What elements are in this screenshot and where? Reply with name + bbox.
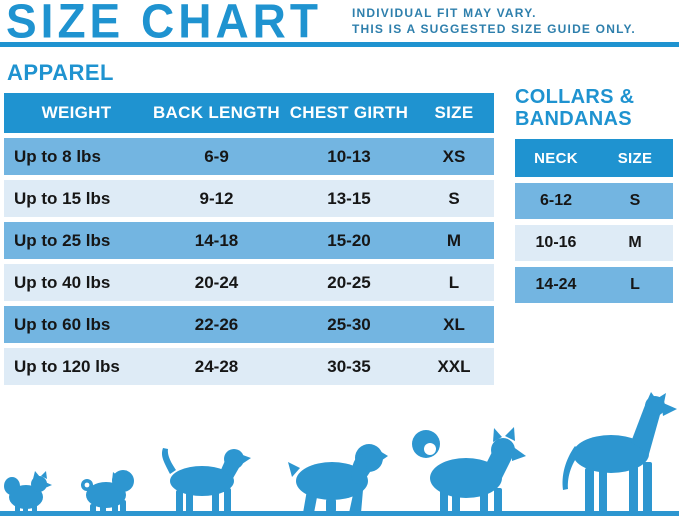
table-row: Up to 25 lbs 14-18 15-20 M xyxy=(4,222,494,259)
cell-chest-girth: 15-20 xyxy=(327,230,371,250)
table-row: 14-24 L xyxy=(515,267,673,303)
table-row: 10-16 M xyxy=(515,225,673,261)
cell-size: XS xyxy=(442,146,466,166)
table-row: Up to 15 lbs 9-12 13-15 S xyxy=(4,180,494,217)
dog-silhouette-cocker-spaniel-icon xyxy=(274,436,388,514)
cell-neck: 6-12 xyxy=(539,192,573,209)
cell-size: M xyxy=(446,230,462,250)
cell-neck: 14-24 xyxy=(535,276,577,293)
fit-disclaimer-line2: THIS IS A SUGGESTED SIZE GUIDE ONLY. xyxy=(352,21,636,36)
cell-size: S xyxy=(448,188,460,208)
cell-chest-girth: 10-13 xyxy=(327,146,371,166)
ground-line xyxy=(0,511,679,516)
title-divider xyxy=(0,42,679,47)
dog-silhouette-beagle-icon xyxy=(148,442,252,514)
page-title: SIZE CHART xyxy=(6,0,322,48)
cell-back-length: 20-24 xyxy=(194,272,239,292)
cell-size: XXL xyxy=(437,356,471,376)
dog-silhouette-pug-icon xyxy=(76,466,136,514)
apparel-size-table: WEIGHT BACK LENGTH CHEST GIRTH SIZE Up t… xyxy=(4,93,494,385)
table-row: 6-12 S xyxy=(515,183,673,219)
collars-heading-line1: COLLARS & xyxy=(515,86,635,108)
cell-size: L xyxy=(630,276,640,293)
table-row: Up to 40 lbs 20-24 20-25 L xyxy=(4,264,494,301)
column-header-neck: NECK xyxy=(534,149,578,167)
table-row: Up to 60 lbs 22-26 25-30 XL xyxy=(4,306,494,343)
apparel-table-header: WEIGHT BACK LENGTH CHEST GIRTH SIZE xyxy=(4,93,494,133)
fit-disclaimer: INDIVIDUAL FIT MAY VARY. THIS IS A SUGGE… xyxy=(352,6,636,37)
cell-back-length: 24-28 xyxy=(194,356,239,376)
cell-weight: Up to 120 lbs xyxy=(14,356,120,376)
cell-back-length: 14-18 xyxy=(194,230,239,250)
cell-chest-girth: 30-35 xyxy=(327,356,371,376)
cell-back-length: 9-12 xyxy=(199,188,234,208)
cell-weight: Up to 15 lbs xyxy=(14,188,111,208)
cell-size: L xyxy=(448,272,460,292)
apparel-section-heading: APPAREL xyxy=(7,60,114,85)
table-row: Up to 120 lbs 24-28 30-35 XXL xyxy=(4,348,494,385)
cell-weight: Up to 60 lbs xyxy=(14,314,111,334)
cell-weight: Up to 25 lbs xyxy=(14,230,111,250)
cell-size: XL xyxy=(443,314,465,334)
fit-disclaimer-line1: INDIVIDUAL FIT MAY VARY. xyxy=(352,6,537,20)
column-header-chest-girth: CHEST GIRTH xyxy=(289,103,409,122)
collars-table-header: NECK SIZE xyxy=(515,139,673,177)
cell-chest-girth: 20-25 xyxy=(327,272,371,292)
cell-neck: 10-16 xyxy=(535,234,577,251)
dog-silhouette-great-dane-icon xyxy=(545,392,677,514)
dog-silhouette-pomeranian-icon xyxy=(2,468,54,514)
collars-size-table: NECK SIZE 6-12 S 10-16 M 14-24 L xyxy=(515,139,673,303)
dog-silhouette-husky-icon xyxy=(402,420,528,514)
collars-heading-line2: BANDANAS xyxy=(515,108,632,130)
cell-back-length: 6-9 xyxy=(204,146,229,166)
cell-size: S xyxy=(629,192,641,209)
cell-size: M xyxy=(628,234,642,251)
cell-chest-girth: 25-30 xyxy=(327,314,371,334)
column-header-back-length: BACK LENGTH xyxy=(152,103,280,122)
column-header-size: SIZE xyxy=(434,103,474,122)
table-row: Up to 8 lbs 6-9 10-13 XS xyxy=(4,138,494,175)
cell-back-length: 22-26 xyxy=(194,314,239,334)
cell-weight: Up to 8 lbs xyxy=(14,146,101,166)
column-header-size: SIZE xyxy=(617,149,653,167)
cell-weight: Up to 40 lbs xyxy=(14,272,111,292)
column-header-weight: WEIGHT xyxy=(41,103,112,122)
cell-chest-girth: 13-15 xyxy=(327,188,371,208)
collars-section-heading: COLLARS & BANDANAS xyxy=(515,86,634,130)
